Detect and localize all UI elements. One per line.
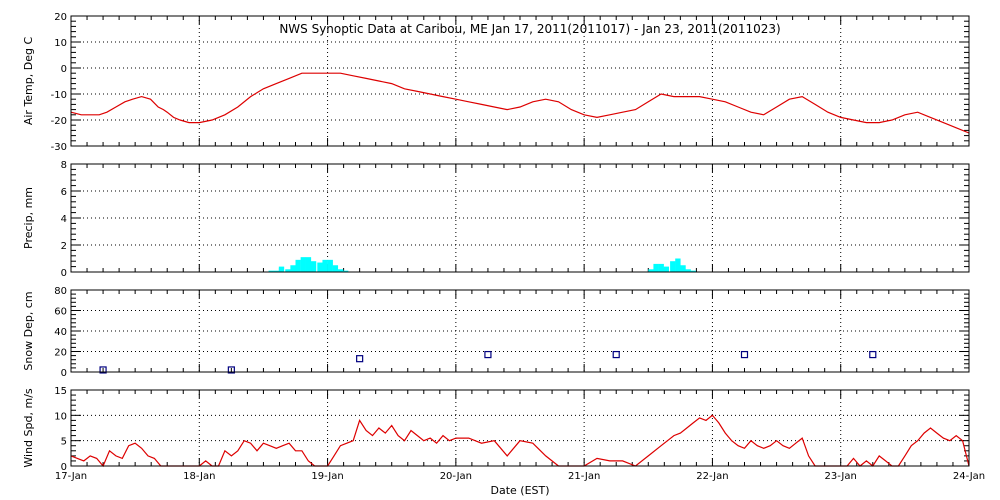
x-tick-label: 18-Jan xyxy=(183,471,215,482)
precip-bar xyxy=(332,265,339,272)
x-tick-label: 19-Jan xyxy=(311,471,343,482)
precip-bar xyxy=(663,266,670,272)
precip-bar xyxy=(322,259,328,272)
precip-bar xyxy=(327,259,333,272)
snow-depth-point xyxy=(869,350,877,359)
y-axis-title: Wind Spd, m/s xyxy=(22,388,35,468)
y-tick-label: 80 xyxy=(54,286,67,297)
precip-bar xyxy=(273,270,280,272)
y-axis-title: Snow Dep, cm xyxy=(22,291,35,370)
precip-bar xyxy=(295,259,301,272)
x-axis-title: Date (EST) xyxy=(490,484,549,497)
precip-bar xyxy=(680,265,686,272)
precip-bar xyxy=(342,270,349,272)
precip-bar xyxy=(278,266,285,272)
y-tick-label: 0 xyxy=(61,268,67,279)
snow-depth-point xyxy=(356,355,364,363)
precip-bar xyxy=(670,261,676,272)
y-tick-label: -10 xyxy=(51,90,67,101)
y-tick-label: 15 xyxy=(54,386,67,397)
y-tick-label: 8 xyxy=(61,160,67,171)
y-tick-label: 0 xyxy=(61,368,67,379)
precip-bar xyxy=(268,270,274,272)
precip-bar xyxy=(317,262,323,272)
y-tick-label: 6 xyxy=(61,187,67,198)
precip-bar xyxy=(285,269,291,272)
x-tick-label: 17-Jan xyxy=(55,471,87,482)
y-tick-label: 4 xyxy=(61,214,67,225)
snow-depth-point xyxy=(484,350,492,359)
x-tick-label: 21-Jan xyxy=(568,471,600,482)
panel-frame xyxy=(70,389,970,467)
x-tick-label: 23-Jan xyxy=(825,471,857,482)
precip-bar xyxy=(690,270,696,272)
y-tick-label: 5 xyxy=(61,437,67,448)
series-line-wind-speed xyxy=(70,414,970,468)
x-tick-label: 24-Jan xyxy=(953,471,985,482)
precip-bar xyxy=(305,257,312,272)
y-tick-label: 20 xyxy=(54,12,67,23)
y-tick-label: -30 xyxy=(51,142,67,153)
y-tick-label: 20 xyxy=(54,348,67,359)
x-tick-label: 22-Jan xyxy=(696,471,728,482)
y-tick-label: 60 xyxy=(54,307,67,318)
series-line-air-temp xyxy=(70,72,970,134)
panel-frame xyxy=(70,289,970,373)
precip-bar xyxy=(648,269,654,272)
precip-bar xyxy=(653,263,659,272)
snow-depth-point xyxy=(612,350,620,359)
chart-title: NWS Synoptic Data at Caribou, ME Jan 17,… xyxy=(279,22,780,36)
y-tick-label: 0 xyxy=(61,462,67,473)
y-axis-title: Precip, mm xyxy=(22,187,35,249)
panel-frame xyxy=(70,163,970,273)
precip-bar xyxy=(290,265,296,272)
y-axis-title: Air Temp, Deg C xyxy=(22,37,35,126)
precip-bar xyxy=(675,258,681,272)
y-tick-label: -20 xyxy=(51,116,67,127)
precip-bar xyxy=(337,269,344,272)
y-tick-label: 2 xyxy=(61,241,67,252)
x-tick-label: 20-Jan xyxy=(440,471,472,482)
precip-bar xyxy=(300,257,306,272)
panel-snow-depth: 80 60 40 20 0 Snow Dep, cm xyxy=(22,286,970,379)
snow-depth-point xyxy=(99,366,107,374)
snow-depth-point xyxy=(227,366,235,374)
precip-bar xyxy=(685,269,691,272)
y-tick-label: 10 xyxy=(54,38,67,49)
precip-bar xyxy=(658,263,664,272)
panel-wind-speed: 15 10 5 0 Wind Spd, m/s xyxy=(22,386,970,473)
y-tick-label: 10 xyxy=(54,411,67,422)
panel-frame xyxy=(70,15,970,147)
precip-bar xyxy=(310,261,317,272)
panel-air-temp: 20 10 0 -10 -20 -30 Air Temp, Deg C xyxy=(22,12,970,153)
panel-precip: 8 6 4 2 0 Precip, mm xyxy=(22,160,970,279)
y-tick-label: 40 xyxy=(54,327,67,338)
snow-depth-point xyxy=(740,350,749,359)
y-tick-label: 0 xyxy=(61,64,67,75)
